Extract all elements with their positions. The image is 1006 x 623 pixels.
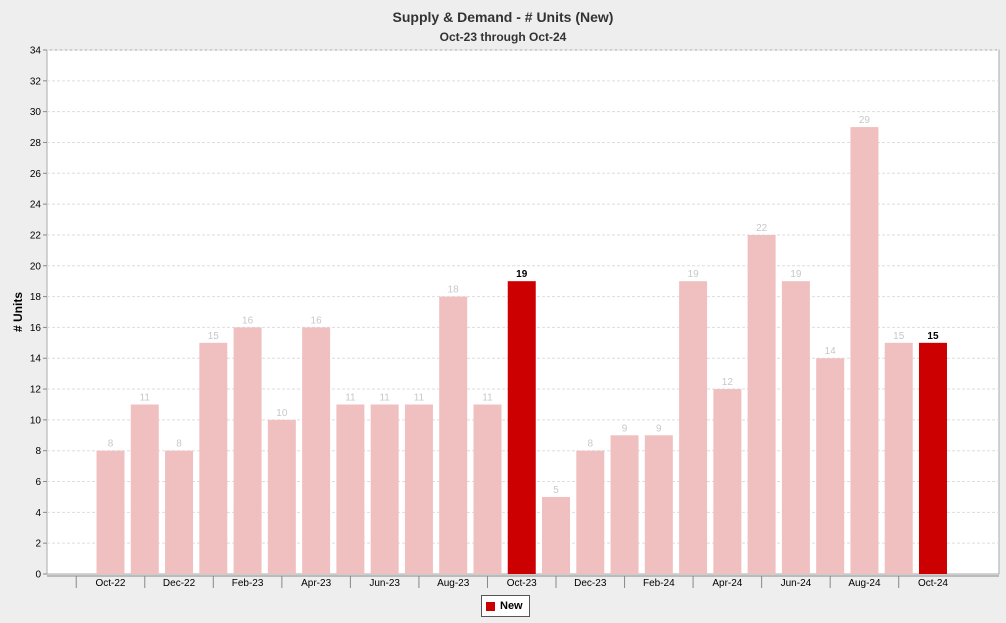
x-tick-label: Apr-24 bbox=[712, 578, 742, 589]
bar-value-label: 11 bbox=[140, 392, 151, 403]
bar-value-label: 22 bbox=[756, 223, 768, 234]
bar-value-label: 11 bbox=[414, 392, 425, 403]
y-axis-title: # Units bbox=[11, 292, 25, 332]
legend-swatch bbox=[486, 601, 495, 611]
bar bbox=[679, 281, 708, 574]
y-tick-label: 18 bbox=[30, 292, 42, 303]
y-tick-label: 26 bbox=[30, 169, 42, 180]
bar-value-label: 9 bbox=[622, 423, 628, 434]
bar bbox=[542, 496, 571, 574]
y-tick-label: 10 bbox=[30, 415, 42, 426]
y-tick-label: 2 bbox=[35, 539, 41, 550]
bar-highlighted bbox=[918, 342, 947, 574]
x-tick-label: Jun-24 bbox=[781, 578, 812, 589]
x-tick-label: Aug-24 bbox=[848, 578, 881, 589]
x-tick-label: Oct-22 bbox=[95, 578, 125, 589]
bar bbox=[713, 389, 742, 574]
legend: New bbox=[481, 595, 530, 617]
y-tick-label: 0 bbox=[35, 570, 41, 581]
bar bbox=[370, 404, 399, 574]
x-tick-label: Dec-22 bbox=[163, 578, 196, 589]
y-tick-label: 22 bbox=[30, 230, 42, 241]
bar-value-label: 10 bbox=[276, 408, 288, 419]
bar bbox=[884, 342, 913, 574]
bar bbox=[302, 327, 331, 574]
bar bbox=[96, 450, 125, 574]
bar-value-label: 12 bbox=[722, 377, 734, 388]
chart-subtitle: Oct-23 through Oct-24 bbox=[439, 30, 567, 44]
bar-value-label: 11 bbox=[482, 392, 493, 403]
x-tick-label: Apr-23 bbox=[301, 578, 331, 589]
x-tick-label: Oct-24 bbox=[918, 578, 948, 589]
y-tick-label: 34 bbox=[30, 46, 42, 57]
bar-value-label: 29 bbox=[859, 115, 871, 126]
bar bbox=[404, 404, 433, 574]
bar bbox=[644, 435, 673, 574]
bars: 8 11 8 15 16 10 16 11 11 11 18 11 19 5 8 9 9 19 12 22 19 14 29… bbox=[96, 115, 947, 575]
bar bbox=[747, 234, 776, 575]
legend-label: New bbox=[500, 600, 523, 612]
bar-value-label: 19 bbox=[688, 269, 700, 280]
y-tick-label: 8 bbox=[35, 446, 41, 457]
y-tick-label: 32 bbox=[30, 76, 42, 87]
bar bbox=[473, 404, 502, 574]
bar bbox=[816, 358, 845, 574]
bar bbox=[850, 127, 879, 574]
y-tick-label: 14 bbox=[30, 354, 42, 365]
bar-value-label: 5 bbox=[553, 485, 559, 496]
y-tick-label: 24 bbox=[30, 200, 42, 211]
x-tick-label: Jun-23 bbox=[369, 578, 400, 589]
bar-value-label: 19 bbox=[516, 269, 528, 280]
bar bbox=[199, 342, 228, 574]
bar-value-label: 18 bbox=[448, 285, 460, 296]
bar-value-label: 11 bbox=[379, 392, 390, 403]
y-tick-label: 4 bbox=[35, 508, 41, 519]
y-tick-label: 30 bbox=[30, 107, 42, 118]
bar-value-label: 16 bbox=[311, 315, 323, 326]
bar-value-label: 8 bbox=[587, 439, 593, 450]
x-tick-label: Dec-23 bbox=[574, 578, 607, 589]
y-tick-label: 16 bbox=[30, 323, 42, 334]
chart-title: Supply & Demand - # Units (New) bbox=[392, 9, 614, 25]
bar-value-label: 15 bbox=[208, 331, 220, 342]
bar bbox=[336, 404, 365, 574]
bar-value-label: 15 bbox=[927, 331, 939, 342]
x-tick-label: Aug-23 bbox=[437, 578, 470, 589]
y-tick-label: 28 bbox=[30, 138, 42, 149]
bar bbox=[576, 450, 605, 574]
bar bbox=[165, 450, 194, 574]
x-tick-label: Feb-24 bbox=[643, 578, 675, 589]
bar-value-label: 15 bbox=[893, 331, 905, 342]
bar-value-label: 14 bbox=[825, 346, 837, 357]
x-tick-label: Feb-23 bbox=[232, 578, 264, 589]
y-tick-label: 12 bbox=[30, 385, 42, 396]
bar-value-label: 8 bbox=[176, 439, 182, 450]
bar bbox=[233, 327, 262, 574]
bar-chart: 8 11 8 15 16 10 16 11 11 11 18 11 19 5 8 9 9 19 12 22 19 14 29… bbox=[11, 46, 1000, 589]
bar-value-label: 19 bbox=[790, 269, 802, 280]
bar bbox=[130, 404, 159, 574]
bar-value-label: 8 bbox=[108, 439, 114, 450]
bar bbox=[267, 419, 296, 574]
bar-value-label: 16 bbox=[242, 315, 254, 326]
bar-value-label: 11 bbox=[345, 392, 356, 403]
bar bbox=[439, 296, 468, 574]
bar bbox=[781, 281, 810, 574]
x-tick-label: Oct-23 bbox=[507, 578, 537, 589]
y-tick-label: 6 bbox=[35, 477, 41, 488]
bar bbox=[610, 435, 639, 574]
bar-highlighted bbox=[507, 281, 536, 574]
y-tick-label: 20 bbox=[30, 261, 42, 272]
bar-value-label: 9 bbox=[656, 423, 662, 434]
